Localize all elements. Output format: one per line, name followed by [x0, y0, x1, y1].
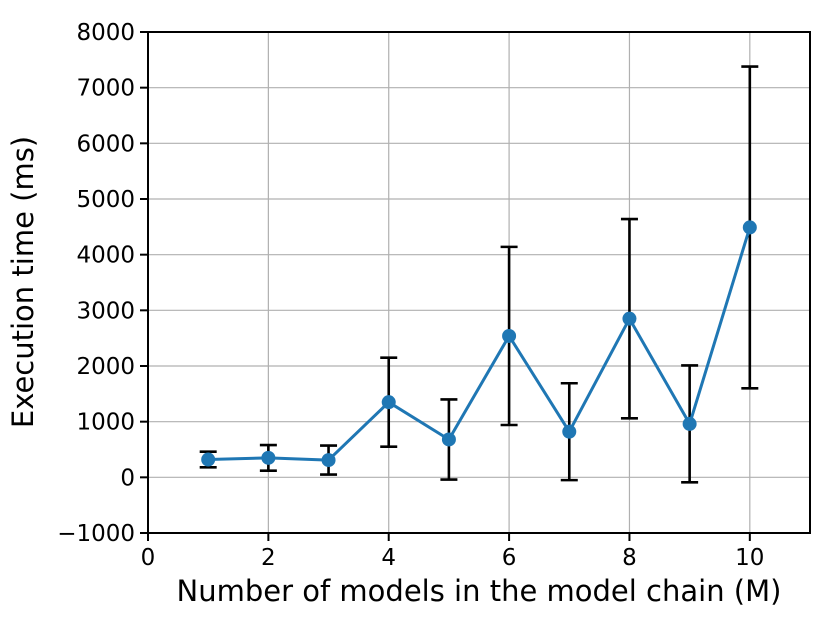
plot-border	[147, 31, 811, 534]
data-point-marker	[502, 328, 517, 343]
x-tick-label: 8	[622, 545, 637, 571]
data-series	[201, 220, 757, 468]
tick-labels: 0 2 4 6 8 10−10000100020003000400050006000700…	[57, 20, 764, 571]
data-point-marker	[381, 395, 396, 410]
y-tick-label: 1000	[76, 410, 135, 436]
data-point-marker	[201, 452, 216, 467]
data-point-marker	[622, 311, 637, 326]
tick-marks	[140, 31, 751, 541]
x-tick-label: 4	[381, 545, 396, 571]
y-tick-label: 0	[120, 465, 135, 491]
x-axis-label: Number of models in the model chain (M)	[177, 574, 782, 608]
y-tick-label: 4000	[76, 243, 135, 269]
y-tick-label: 3000	[76, 298, 135, 324]
x-tick-label: 0	[141, 545, 156, 571]
data-point-marker	[441, 432, 456, 447]
data-point-marker	[742, 220, 757, 235]
y-tick-label: 5000	[76, 187, 135, 213]
axes-spines	[147, 31, 811, 534]
data-line	[208, 226, 752, 462]
error-bars	[199, 65, 759, 484]
y-axis-label: Execution time (ms)	[6, 136, 40, 428]
y-tick-label: 2000	[76, 354, 135, 380]
x-tick-label: 10	[735, 545, 764, 571]
x-tick-label: 2	[261, 545, 276, 571]
data-point-marker	[261, 450, 276, 465]
data-point-marker	[321, 453, 336, 468]
y-tick-label: 7000	[76, 76, 135, 102]
y-tick-label: 8000	[76, 20, 135, 46]
y-tick-label: −1000	[57, 521, 135, 547]
y-tick-label: 6000	[76, 131, 135, 157]
data-point-marker	[562, 424, 577, 439]
x-tick-label: 6	[502, 545, 517, 571]
data-point-marker	[682, 416, 697, 431]
